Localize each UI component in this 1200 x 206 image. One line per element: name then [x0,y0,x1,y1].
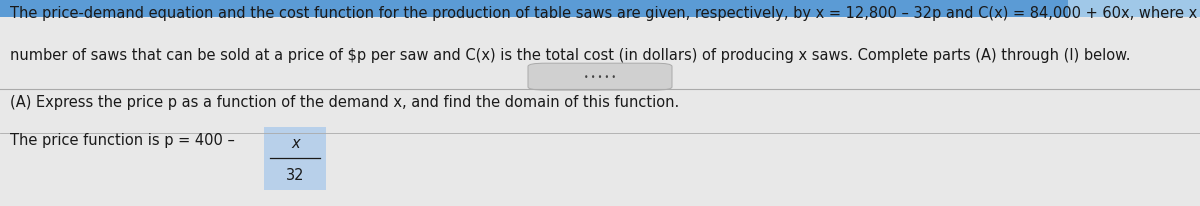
FancyBboxPatch shape [1068,0,1200,18]
FancyBboxPatch shape [264,127,326,190]
FancyBboxPatch shape [528,64,672,91]
Text: 32: 32 [286,167,305,182]
Text: x: x [290,135,300,150]
FancyBboxPatch shape [0,0,1200,18]
Text: number of saws that can be sold at a price of $p per saw and C(x) is the total c: number of saws that can be sold at a pri… [10,47,1130,62]
Text: (A) Express the price p as a function of the demand x, and find the domain of th: (A) Express the price p as a function of… [10,95,679,110]
Text: • • • • •: • • • • • [584,73,616,82]
Text: The price function is p = 400 –: The price function is p = 400 – [10,133,234,147]
Text: The price-demand equation and the cost function for the production of table saws: The price-demand equation and the cost f… [10,6,1200,21]
